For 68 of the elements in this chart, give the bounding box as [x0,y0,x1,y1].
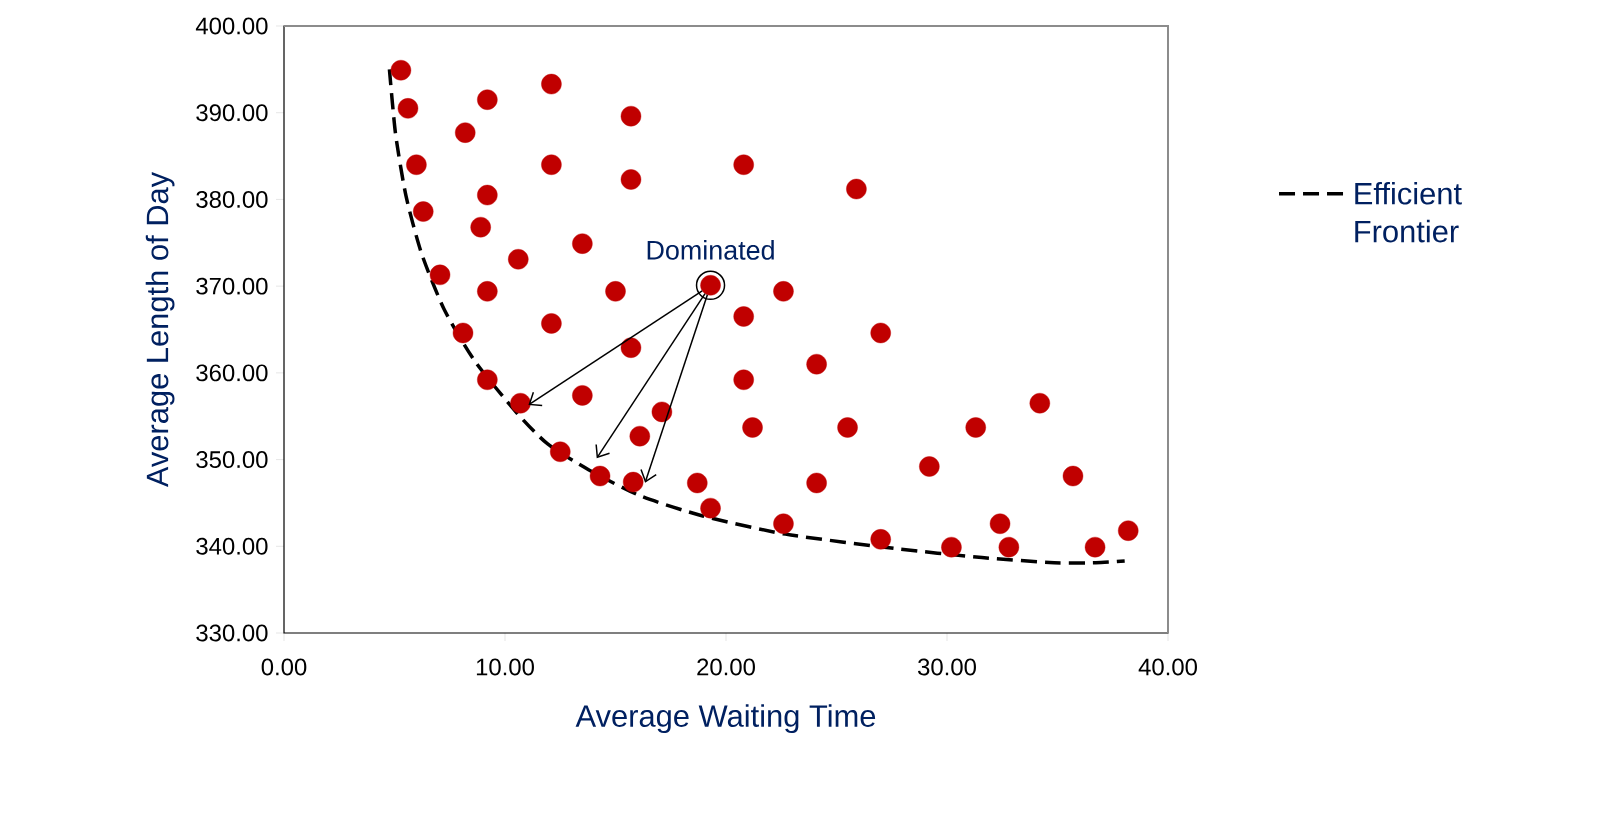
point [477,89,498,110]
point [589,465,611,487]
point [429,264,451,286]
point [622,471,644,493]
point [870,322,891,344]
y-tick-label: 400.00 [195,17,268,35]
point [470,216,491,238]
y-tick-label: 350.00 [196,451,268,469]
point [510,393,531,414]
point [700,497,721,519]
point [965,417,986,438]
point [870,529,891,550]
legend-label: Efficient Frontier [1355,181,1462,243]
point [541,313,562,334]
point [806,353,827,375]
point [998,536,1020,558]
point [773,513,794,534]
point [629,425,651,447]
point [605,281,626,302]
point [452,322,474,344]
point [989,513,1011,534]
point [541,73,562,95]
point [397,98,419,119]
point [733,369,754,390]
x-tick-label: 0.00 [261,658,307,676]
point [508,249,529,270]
point [1084,536,1106,558]
y-axis-title: Average Length of Day [145,171,175,488]
x-axis-title: Average Waiting Time [575,704,876,734]
annotation: Dominated [647,239,774,260]
point [572,385,593,406]
x-tick-label: 20.00 [697,658,755,676]
point [1118,520,1139,541]
point [919,456,940,477]
point [941,536,962,558]
point [455,122,476,143]
y-tick-label: 380.00 [196,190,268,208]
point [550,441,571,462]
point [620,337,642,358]
point [742,417,763,438]
point [477,281,498,302]
point [837,417,858,438]
y-tick-label: 390.00 [196,104,268,122]
point [620,169,642,190]
point [541,154,562,175]
point [1062,465,1084,487]
y-tick-label: 340.00 [196,537,268,555]
point [572,233,593,254]
point [733,306,754,327]
y-tick-label: 370.00 [196,277,268,295]
point [413,201,434,222]
y-tick-label: 360.00 [196,364,268,382]
point [390,60,412,81]
point [773,281,794,302]
point [1029,393,1051,414]
point [806,472,827,494]
point [620,105,642,127]
x-tick-label: 40.00 [1138,658,1197,676]
point [406,154,427,175]
point [477,184,498,206]
x-tick-label: 30.00 [918,658,976,676]
point [846,178,867,200]
point [733,154,754,175]
x-tick-label: 10.00 [476,658,534,676]
point [477,369,498,390]
point [687,472,708,494]
point [651,401,673,423]
y-tick-label: 330.00 [196,624,268,642]
